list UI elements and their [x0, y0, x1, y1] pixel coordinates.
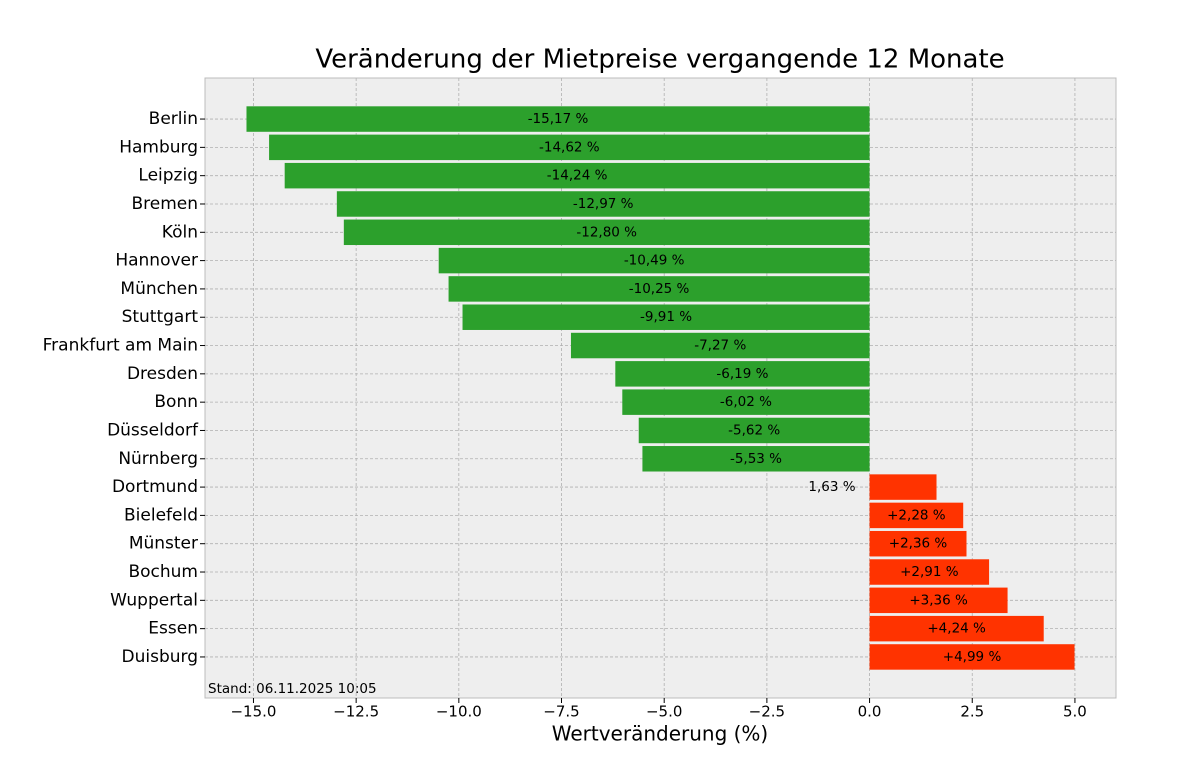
- bar: [448, 276, 870, 302]
- bar: [869, 615, 1044, 642]
- x-tick-label: −7.5: [543, 703, 579, 721]
- y-tick-label: Düsseldorf: [107, 420, 199, 440]
- bar: [462, 304, 870, 330]
- y-tick-label: Bremen: [131, 194, 198, 214]
- y-tick-label: Bochum: [128, 562, 198, 582]
- bar: [438, 247, 870, 274]
- value-label: +3,36 %: [909, 592, 968, 608]
- y-tick-label: Essen: [148, 619, 198, 639]
- y-tick-label: Berlin: [149, 109, 198, 129]
- value-label: -10,25 %: [629, 281, 690, 297]
- bar: [269, 134, 870, 161]
- bar: [622, 389, 870, 415]
- bar: [570, 332, 870, 359]
- bar: [869, 502, 964, 529]
- value-label: +2,36 %: [889, 536, 948, 552]
- bar: [642, 446, 870, 472]
- bar: [336, 191, 870, 217]
- bar: [638, 417, 870, 444]
- value-label: -10,49 %: [624, 253, 685, 269]
- bar: [246, 106, 870, 132]
- y-tick-label: Hannover: [115, 251, 198, 271]
- value-label: -6,02 %: [720, 394, 772, 410]
- y-tick-label: Bielefeld: [124, 505, 198, 525]
- y-tick-label: Duisburg: [122, 647, 199, 667]
- bar: [869, 530, 967, 557]
- y-tick-label: Hamburg: [119, 137, 198, 157]
- y-tick-label: München: [120, 279, 198, 299]
- value-label: -14,62 %: [539, 139, 600, 155]
- y-tick-label: Köln: [162, 222, 198, 242]
- value-label: +2,28 %: [887, 507, 946, 523]
- value-label: -15,17 %: [528, 111, 589, 127]
- y-tick-label: Bonn: [154, 392, 198, 412]
- x-tick-label: −10.0: [436, 703, 482, 721]
- value-label: -14,24 %: [547, 168, 608, 184]
- y-tick-label: Nürnberg: [118, 449, 198, 469]
- value-label: -12,97 %: [573, 196, 634, 212]
- chart-title: Veränderung der Mietpreise vergangende 1…: [315, 45, 1004, 75]
- value-label: -5,53 %: [730, 451, 782, 467]
- y-tick-label: Stuttgart: [122, 307, 199, 327]
- y-tick-label: Frankfurt am Main: [43, 336, 198, 356]
- y-tick-label: Dortmund: [112, 477, 198, 497]
- bar: [615, 361, 870, 387]
- bar: [869, 644, 1075, 670]
- x-tick-label: −15.0: [230, 703, 276, 721]
- value-label: +4,24 %: [927, 621, 986, 637]
- value-label: -6,19 %: [716, 366, 768, 382]
- value-label: -5,62 %: [728, 422, 780, 438]
- x-tick-label: −12.5: [333, 703, 379, 721]
- y-tick-label: Wuppertal: [110, 590, 198, 610]
- x-tick-label: −2.5: [749, 703, 785, 721]
- x-tick-label: 5.0: [1063, 703, 1087, 721]
- x-tick-label: −5.0: [646, 703, 682, 721]
- bar: [869, 474, 937, 500]
- annotation: Stand: 06.11.2025 10:05: [208, 681, 377, 697]
- y-tick-label: Münster: [129, 534, 198, 554]
- x-tick-label: 2.5: [960, 703, 984, 721]
- y-tick-label: Dresden: [127, 364, 198, 384]
- x-tick-label: 0.0: [858, 703, 882, 721]
- bar: [284, 162, 870, 189]
- bar: [343, 219, 870, 246]
- bar: [869, 587, 1008, 614]
- bar: [869, 559, 990, 585]
- value-label: 1,63 %: [808, 479, 855, 495]
- value-label: -12,80 %: [576, 224, 637, 240]
- value-label: -7,27 %: [694, 338, 746, 354]
- value-label: +4,99 %: [943, 649, 1002, 665]
- value-label: -9,91 %: [640, 309, 692, 325]
- y-tick-label: Leipzig: [138, 166, 198, 186]
- value-label: +2,91 %: [900, 564, 959, 580]
- x-axis-label: Wertveränderung (%): [552, 722, 769, 746]
